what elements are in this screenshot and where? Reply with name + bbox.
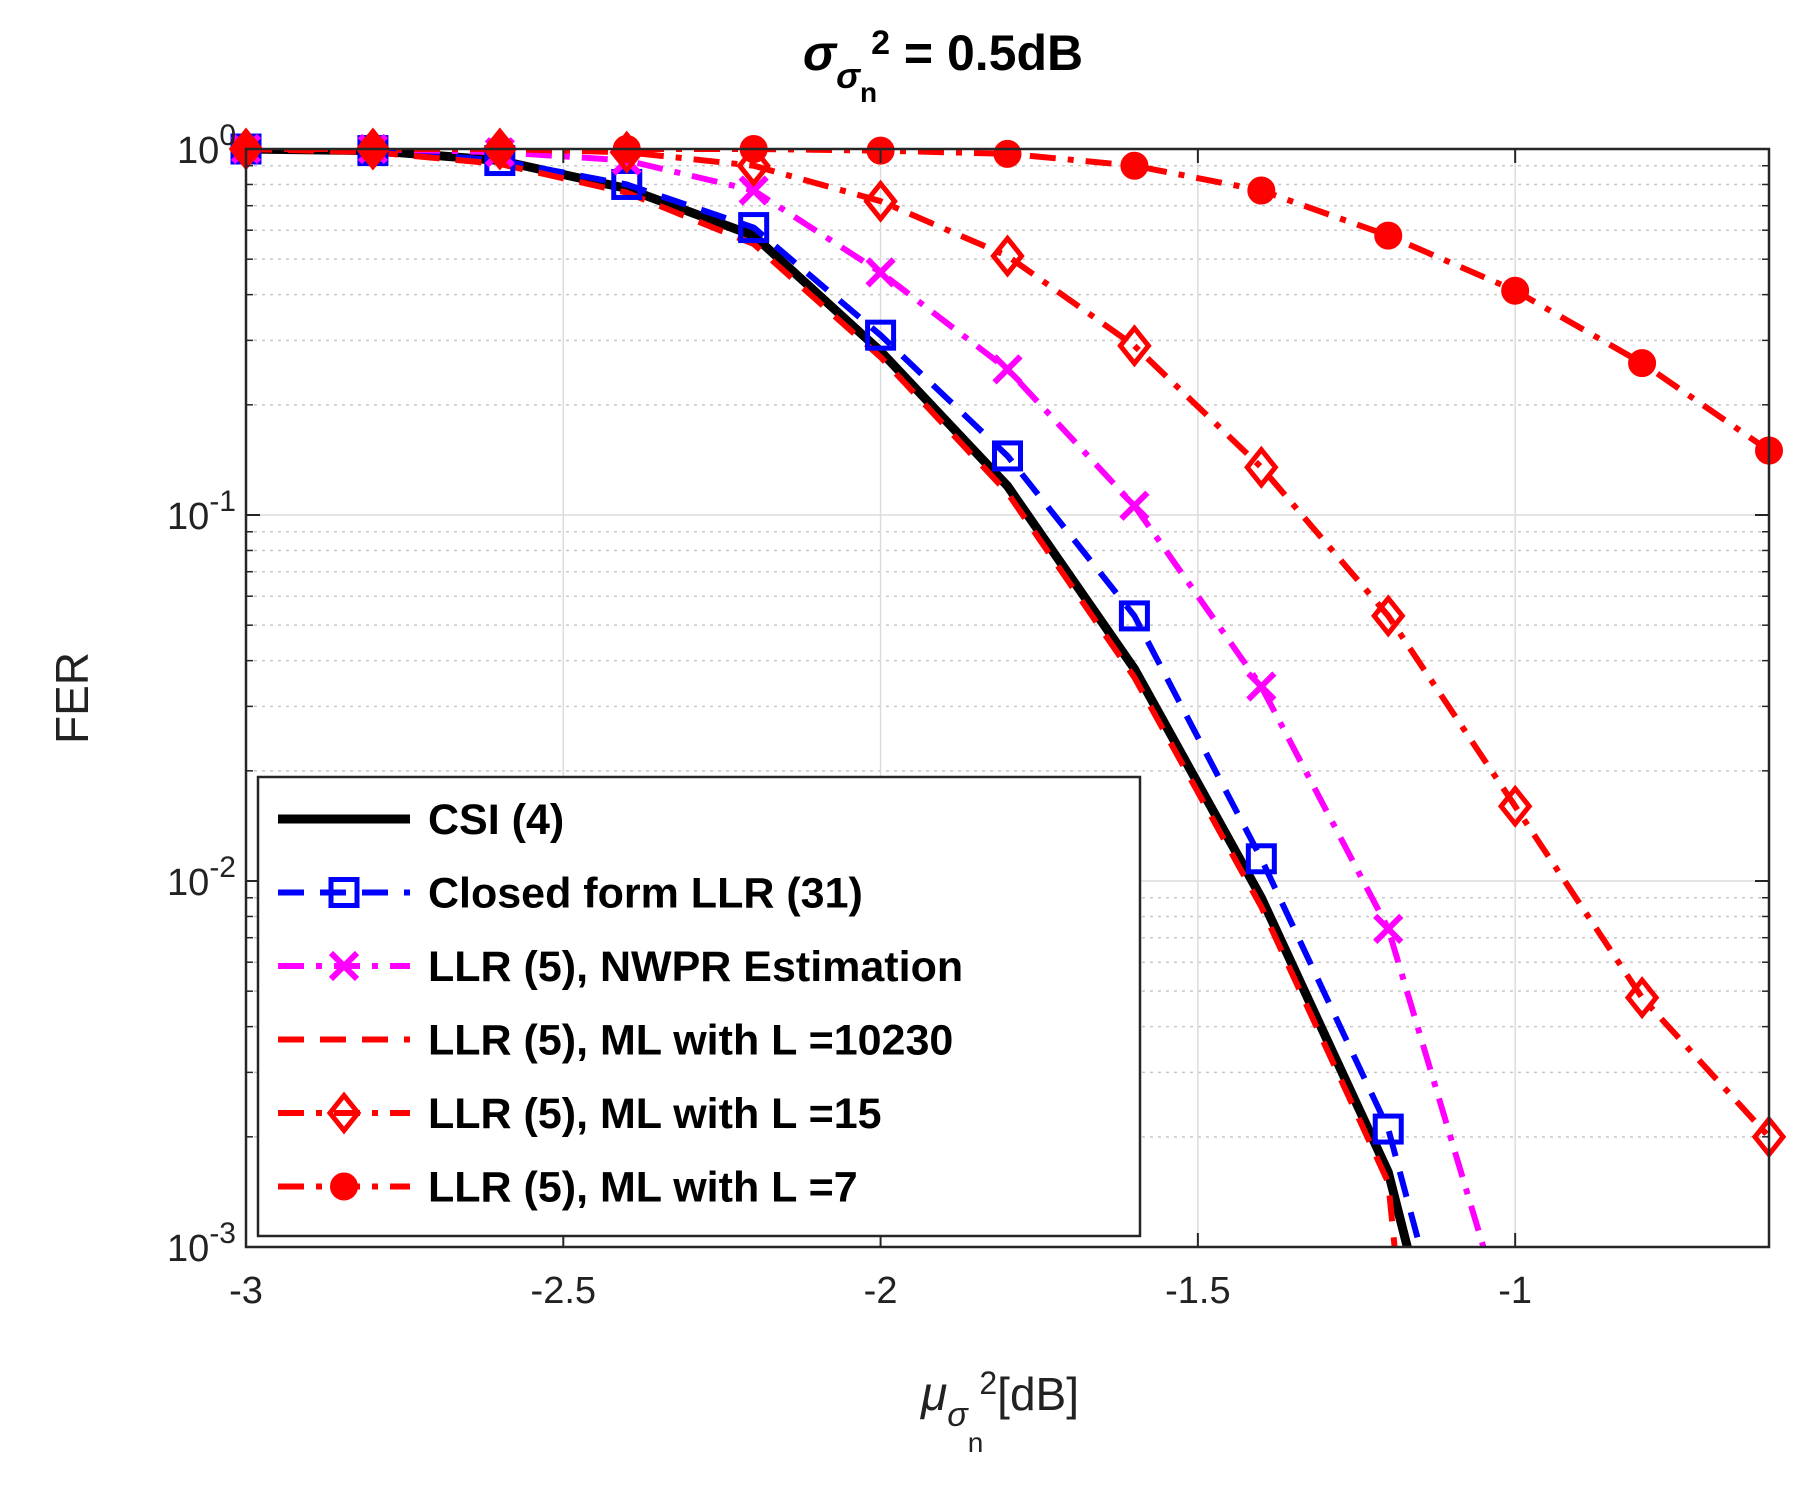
- x-tick-label: -3: [229, 1270, 263, 1312]
- legend-label-3: LLR (5), NWPR Estimation: [428, 943, 963, 991]
- marker-diamond-legend: [326, 1091, 362, 1135]
- marker-square: [1118, 600, 1150, 632]
- y-tick-label: 10-2: [167, 851, 236, 904]
- y-tick-label: 10-3: [167, 1217, 236, 1270]
- axes-box: [244, 147, 1771, 1249]
- x-axis-label: μσn2[dB]: [919, 1365, 1079, 1458]
- tick-marks: [245, 148, 1769, 1248]
- marker-x: [865, 257, 896, 288]
- legend: CSI (4) Closed form LLR (31) LLR (5), NWPR…: [256, 775, 1142, 1238]
- chart-title: σσn2 = 0.5dB: [803, 24, 1083, 108]
- marker-diamond: [863, 179, 898, 223]
- y-axis-label: FER: [46, 652, 98, 744]
- legend-label-6: LLR (5), ML with L =7: [428, 1164, 858, 1212]
- marker-x: [738, 175, 769, 206]
- marker-diamond: [1244, 445, 1279, 489]
- y-tick-labels: 100 10-1 10-2 10-3: [167, 119, 236, 1270]
- marker-square: [738, 212, 770, 244]
- legend-label-5: LLR (5), ML with L =15: [428, 1090, 882, 1138]
- y-tick-label: 100: [177, 119, 236, 172]
- x-tick-label: -1.5: [1165, 1270, 1230, 1312]
- marker-circle: [993, 139, 1022, 168]
- marker-square: [1245, 843, 1277, 875]
- marker-square: [1372, 1113, 1404, 1145]
- marker-square: [865, 319, 897, 351]
- marker-x-legend: [328, 950, 360, 982]
- legend-label-2: Closed form LLR (31): [428, 870, 863, 918]
- x-tick-label: -2: [864, 1270, 898, 1312]
- series-line-5: [246, 149, 1769, 1139]
- legend-label-1: CSI (4): [428, 796, 564, 844]
- marker-circle: [1247, 176, 1276, 205]
- series-line-4: [246, 149, 1398, 1247]
- marker-x: [992, 354, 1023, 385]
- legend-box: [256, 775, 1142, 1238]
- marker-diamond: [736, 144, 771, 188]
- marker-x: [1373, 913, 1404, 944]
- marker-x: [1246, 671, 1277, 702]
- marker-diamond: [1117, 324, 1152, 368]
- marker-circle: [1628, 349, 1657, 378]
- marker-circle: [1374, 221, 1403, 250]
- marker-diamond: [990, 234, 1025, 278]
- x-tick-label: -2.5: [531, 1270, 596, 1312]
- marker-circle: [1120, 151, 1149, 180]
- x-tick-labels: -3 -2.5 -2 -1.5 -1: [229, 1270, 1532, 1312]
- marker-diamond: [1624, 976, 1660, 1020]
- marker-circle-legend: [330, 1172, 358, 1201]
- y-tick-label: 10-1: [167, 485, 236, 538]
- legend-label-4: LLR (5), ML with L =10230: [428, 1017, 953, 1065]
- x-tick-label: -1: [1498, 1270, 1532, 1312]
- marker-x: [1119, 490, 1150, 521]
- marker-diamond: [1371, 594, 1406, 638]
- marker-square: [992, 440, 1023, 472]
- marker-diamond: [1497, 784, 1533, 828]
- marker-circle: [1501, 276, 1530, 305]
- marker-square-legend: [328, 877, 360, 908]
